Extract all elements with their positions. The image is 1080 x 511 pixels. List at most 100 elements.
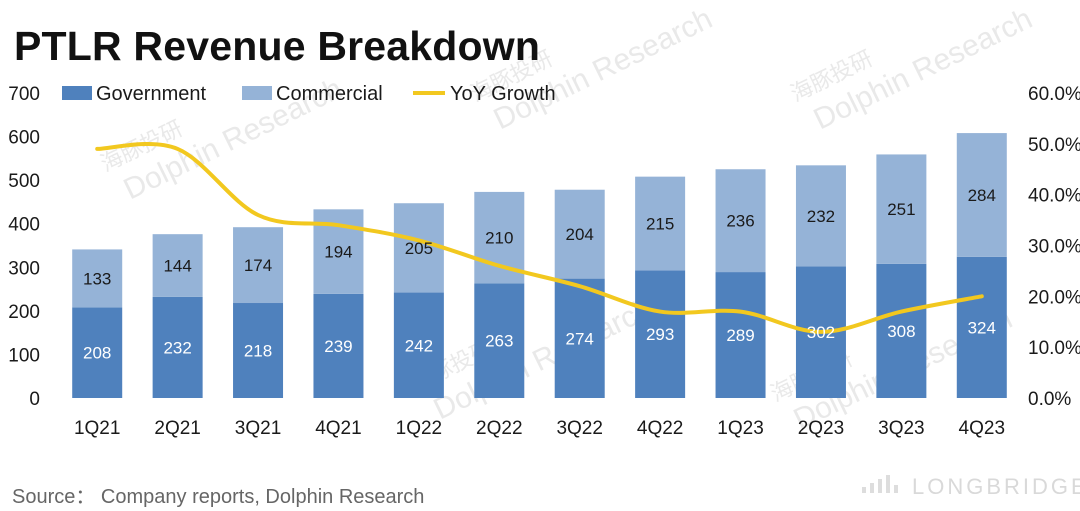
y-left-tick-label: 400 (8, 215, 40, 236)
source-note: Source： Company reports, Dolphin Researc… (12, 486, 425, 508)
bar-commercial (715, 169, 766, 273)
x-tick-label: 3Q22 (556, 418, 602, 439)
y-left-tick-label: 200 (8, 302, 40, 323)
data-label-commercial: 215 (646, 214, 674, 233)
data-label-commercial: 251 (887, 200, 915, 219)
legend-label: Commercial (276, 83, 383, 105)
data-label-government: 239 (324, 337, 352, 356)
y-left-tick-label: 100 (8, 345, 40, 366)
axes-layer: 1Q21 2Q21 3Q21 4Q21 1Q22 2Q22 3Q22 4Q22 1Q23 2Q23… (8, 84, 1080, 439)
legend-item: YoY Growth (413, 83, 556, 105)
bar-commercial (72, 249, 123, 308)
bar-commercial (554, 189, 605, 279)
data-label-government: 232 (163, 338, 191, 357)
bar-commercial (233, 227, 284, 304)
legend-item: Government (62, 83, 206, 105)
legend-layer: Government Commercial YoY Growth (62, 83, 556, 105)
data-label-commercial: 284 (968, 186, 996, 205)
bar-commercial (956, 133, 1007, 257)
bar-commercial (474, 191, 525, 284)
y-right-tick-label: 10.0% (1028, 338, 1080, 359)
y-left-tick-label: 600 (8, 128, 40, 149)
bar-government (715, 272, 766, 398)
x-tick-label: 2Q22 (476, 418, 522, 439)
brand-logo-bar (886, 475, 890, 493)
bar-government (233, 303, 284, 398)
bar-government (152, 296, 203, 398)
x-tick-label: 1Q21 (74, 418, 120, 439)
brand-text: LONGBRIDGE (912, 474, 1080, 499)
bar-commercial (635, 176, 686, 271)
data-label-government: 208 (83, 344, 111, 363)
data-label-government: 289 (726, 326, 754, 345)
x-tick-label: 2Q21 (154, 418, 200, 439)
data-label-commercial: 194 (324, 243, 352, 262)
data-label-government: 263 (485, 332, 513, 351)
brand-logo-bar (894, 485, 898, 493)
x-tick-label: 3Q21 (235, 418, 281, 439)
y-right-tick-label: 50.0% (1028, 135, 1080, 156)
brand-logo-bar (870, 483, 874, 493)
data-label-government: 274 (566, 329, 594, 348)
legend-label: YoY Growth (450, 83, 556, 105)
x-tick-label: 4Q21 (315, 418, 361, 439)
data-label-commercial: 205 (405, 239, 433, 258)
brand-watermark: LONGBRIDGE (862, 474, 1080, 499)
bar-commercial (795, 165, 846, 267)
data-label-commercial: 210 (485, 229, 513, 248)
bar-government (393, 292, 444, 398)
legend-item: Commercial (242, 83, 383, 105)
y-left-tick-label: 0 (29, 389, 40, 410)
y-right-tick-label: 0.0% (1028, 389, 1071, 410)
bar-commercial (876, 154, 927, 264)
data-label-government: 324 (968, 318, 996, 337)
bar-government (876, 263, 927, 398)
x-tick-label: 4Q23 (959, 418, 1005, 439)
y-left-tick-label: 500 (8, 171, 40, 192)
line-layer (95, 142, 984, 334)
bar-commercial (393, 203, 444, 293)
y-left-tick-label: 300 (8, 258, 40, 279)
yoy-growth-line (95, 142, 984, 334)
bar-government (474, 283, 525, 398)
bar-government (956, 256, 1007, 398)
y-right-tick-label: 20.0% (1028, 287, 1080, 308)
data-label-commercial: 144 (163, 257, 191, 276)
y-left-tick-label: 700 (8, 84, 40, 105)
data-label-commercial: 236 (726, 212, 754, 231)
data-label-government: 218 (244, 342, 272, 361)
labels-layer: 208 133 232 144 218 174 239 194 242 205 263 210 274 2… (83, 186, 996, 363)
legend-label: Government (96, 83, 206, 105)
brand-logo-bar (862, 487, 866, 493)
x-tick-label: 2Q23 (798, 418, 844, 439)
data-label-commercial: 232 (807, 207, 835, 226)
bar-government (635, 270, 686, 398)
brand-logo-bar (878, 479, 882, 493)
x-tick-label: 4Q22 (637, 418, 683, 439)
x-tick-label: 1Q22 (396, 418, 442, 439)
chart-title: PTLR Revenue Breakdown (14, 23, 541, 69)
data-label-commercial: 204 (566, 225, 594, 244)
data-label-commercial: 174 (244, 256, 272, 275)
data-label-government: 302 (807, 323, 835, 342)
data-label-government: 242 (405, 336, 433, 355)
bars-layer (72, 133, 1007, 398)
legend-swatch (242, 86, 272, 100)
bar-government (313, 293, 364, 398)
y-right-tick-label: 30.0% (1028, 237, 1080, 258)
bar-commercial (152, 234, 203, 297)
x-tick-label: 1Q23 (717, 418, 763, 439)
data-label-government: 293 (646, 325, 674, 344)
bar-government (72, 307, 123, 398)
data-label-commercial: 133 (83, 269, 111, 288)
y-right-tick-label: 60.0% (1028, 84, 1080, 105)
y-right-tick-label: 40.0% (1028, 186, 1080, 207)
data-label-government: 308 (887, 322, 915, 341)
bar-government (554, 278, 605, 398)
legend-swatch (62, 86, 92, 100)
